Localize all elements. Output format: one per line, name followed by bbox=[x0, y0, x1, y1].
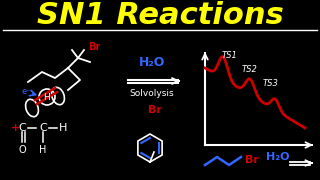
Text: H: H bbox=[44, 93, 50, 102]
Text: C: C bbox=[18, 123, 26, 133]
Text: TS3: TS3 bbox=[263, 78, 279, 87]
Text: Br: Br bbox=[88, 42, 100, 52]
Text: H: H bbox=[59, 123, 67, 133]
Text: H: H bbox=[39, 145, 47, 155]
Text: H₂O: H₂O bbox=[139, 55, 165, 69]
Text: O: O bbox=[18, 145, 26, 155]
Text: SN1 Reactions: SN1 Reactions bbox=[36, 1, 284, 30]
Text: Solvolysis: Solvolysis bbox=[130, 89, 174, 98]
Text: TS2: TS2 bbox=[242, 66, 258, 75]
Text: e⁻: e⁻ bbox=[21, 87, 31, 96]
Text: +: + bbox=[10, 123, 20, 133]
Text: Br: Br bbox=[148, 105, 162, 115]
Text: C: C bbox=[39, 123, 47, 133]
Text: Br: Br bbox=[245, 155, 259, 165]
Text: TS1: TS1 bbox=[222, 51, 238, 60]
Text: H₂O: H₂O bbox=[266, 152, 290, 162]
